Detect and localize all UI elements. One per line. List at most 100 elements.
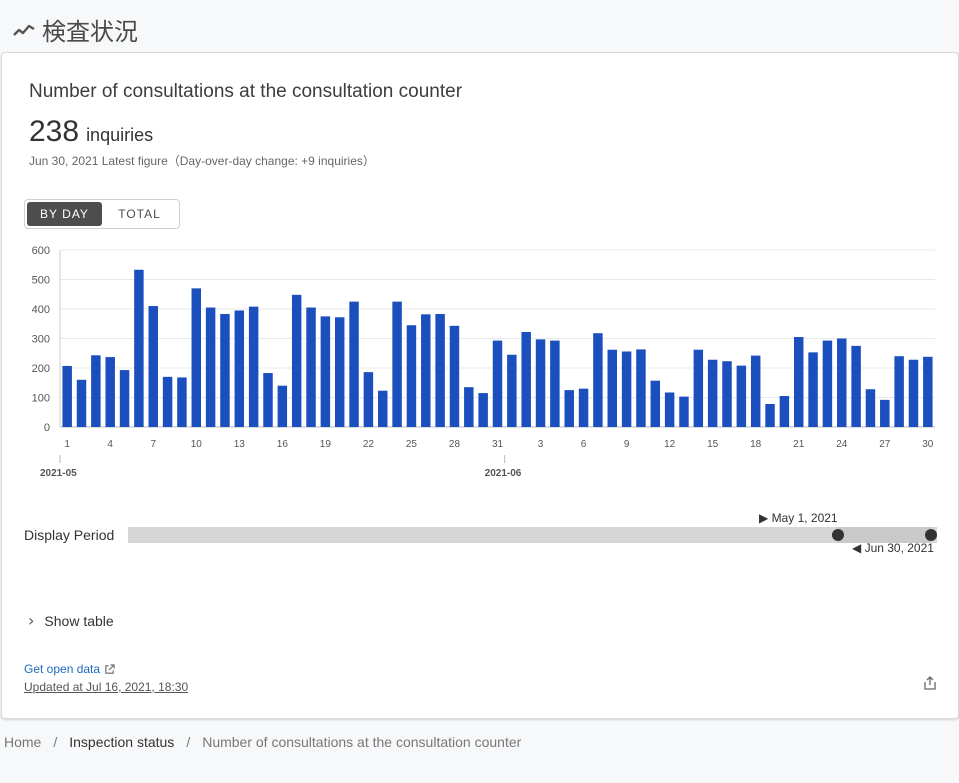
bar	[880, 399, 890, 427]
show-table-toggle[interactable]: › Show table	[28, 611, 114, 630]
bar	[220, 314, 230, 427]
y-tick-label: 200	[32, 363, 50, 375]
bar	[91, 355, 101, 427]
bar	[808, 352, 818, 427]
bar	[636, 349, 646, 427]
bar	[664, 392, 675, 427]
bar	[76, 379, 87, 427]
bar	[822, 340, 833, 427]
bar	[521, 332, 531, 427]
breadcrumb-separator: /	[53, 734, 58, 750]
bar	[492, 340, 503, 427]
bar	[306, 307, 316, 427]
display-period-label: Display Period	[24, 527, 115, 543]
period-slider-track[interactable]	[128, 527, 937, 543]
bar-chart: 0 100 200 300 400 500 600 1 4 7 10 13 16 19 22 25 28 31 3 6…	[32, 245, 935, 479]
breadcrumb-current: Number of consultations at the consultat…	[202, 734, 522, 750]
x-tick-label: 4	[107, 439, 113, 450]
toggle-total[interactable]: TOTAL	[118, 207, 161, 221]
bar	[607, 349, 617, 427]
trend-line-icon	[13, 24, 35, 36]
bar	[205, 307, 216, 427]
x-tick-label: 31	[492, 439, 504, 450]
x-tick-label: 16	[277, 439, 289, 450]
bar	[248, 306, 259, 427]
x-tick-label: 7	[150, 439, 156, 450]
x-tick-label: 30	[922, 439, 934, 450]
bar	[162, 376, 173, 427]
y-tick-label: 500	[32, 275, 50, 287]
show-table-label: Show table	[44, 612, 114, 629]
bar	[378, 390, 388, 427]
share-icon[interactable]	[922, 675, 938, 691]
external-link-icon	[105, 663, 115, 674]
bar	[234, 310, 245, 427]
bar	[535, 339, 546, 427]
bar	[750, 355, 761, 427]
period-end-handle[interactable]	[925, 529, 937, 541]
bar	[421, 314, 431, 427]
display-toggle: BY DAY TOTAL	[24, 199, 180, 229]
bar	[736, 365, 747, 427]
bar	[62, 365, 72, 427]
period-end-label: ◀ Jun 30, 2021	[852, 541, 934, 555]
bar	[578, 388, 589, 427]
y-tick-label: 600	[32, 245, 50, 257]
y-tick-label: 400	[32, 304, 50, 316]
bar	[291, 294, 302, 427]
bar	[865, 389, 876, 427]
x-tick-label: 28	[449, 439, 461, 450]
breadcrumb: Home / Inspection status / Number of con…	[4, 734, 521, 750]
bar	[621, 351, 632, 427]
latest-value: 238 inquiries	[29, 115, 153, 149]
bar	[478, 393, 488, 427]
bar	[923, 356, 933, 427]
bar	[779, 396, 790, 427]
x-tick-label: 6	[581, 439, 587, 450]
latest-note: Jun 30, 2021 Latest figure（Day-over-day …	[29, 154, 375, 168]
month-label: 2021-05	[40, 468, 77, 479]
bar	[908, 359, 919, 427]
x-tick-label: 25	[406, 439, 418, 450]
bar	[894, 356, 904, 427]
open-data-link[interactable]: Get open data	[24, 662, 115, 676]
bar	[105, 357, 115, 427]
x-tick-label: 10	[191, 439, 203, 450]
bar	[837, 338, 847, 427]
bar	[177, 377, 187, 427]
updated-timestamp: Updated at Jul 16, 2021, 18:30	[24, 680, 189, 694]
x-tick-label: 9	[624, 439, 630, 450]
chart-card: Number of consultations at the consultat…	[1, 52, 959, 719]
x-tick-label: 19	[320, 439, 332, 450]
breadcrumb-home[interactable]: Home	[4, 734, 42, 750]
x-tick-label: 18	[750, 439, 762, 450]
x-tick-label: 1	[64, 439, 70, 450]
page-title: 検査状況	[42, 18, 138, 46]
bar	[334, 317, 345, 427]
month-label: 2021-06	[485, 468, 522, 479]
bar	[134, 269, 144, 427]
bar	[793, 337, 804, 427]
x-tick-label: 21	[793, 439, 805, 450]
toggle-by-day[interactable]: BY DAY	[27, 202, 102, 226]
x-tick-label: 15	[707, 439, 719, 450]
bar	[650, 380, 661, 427]
x-tick-label: 3	[538, 439, 544, 450]
bar	[349, 301, 359, 427]
bar	[707, 359, 718, 427]
bar	[765, 403, 775, 427]
bar	[148, 306, 158, 427]
latest-value-unit: inquiries	[86, 125, 154, 145]
x-tick-label: 27	[879, 439, 891, 450]
bar	[507, 354, 517, 427]
chevron-right-icon: ›	[28, 611, 35, 630]
x-tick-label: 13	[234, 439, 246, 450]
period-start-handle[interactable]	[832, 529, 844, 541]
x-tick-label: 22	[363, 439, 375, 450]
bar	[693, 349, 704, 427]
breadcrumb-inspection-status[interactable]: Inspection status	[69, 734, 175, 750]
bar	[550, 340, 560, 427]
card-title: Number of consultations at the consultat…	[29, 81, 463, 102]
bar	[722, 361, 732, 427]
bar	[435, 314, 445, 427]
